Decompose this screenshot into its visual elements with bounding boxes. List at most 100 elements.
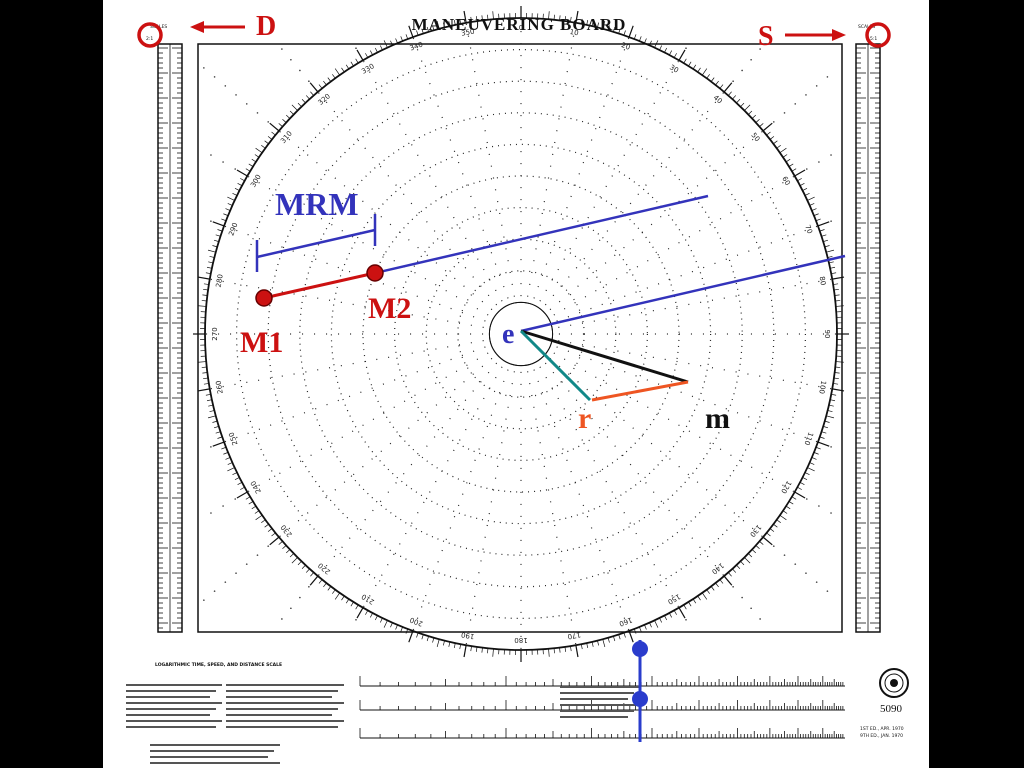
degree-tick (323, 80, 327, 86)
degree-tick (408, 25, 414, 38)
grid-dot (299, 69, 301, 72)
degree-tick (365, 53, 369, 58)
degree-tick (400, 36, 403, 42)
bearing-radial (544, 362, 725, 577)
r-label: r (578, 402, 591, 435)
bearing-label-160: 160 (618, 615, 633, 627)
degree-tick (282, 545, 287, 550)
grid-dot (210, 512, 212, 514)
degree-tick (291, 104, 298, 111)
degree-tick (197, 276, 210, 280)
fine-print-line (226, 726, 338, 728)
degree-tick (269, 122, 280, 132)
degree-tick (251, 158, 257, 163)
fine-print-line (226, 720, 344, 722)
degree-tick (345, 598, 350, 604)
fine-print-line (126, 714, 210, 716)
degree-tick (255, 147, 263, 154)
range-ring (425, 238, 617, 430)
degree-tick (811, 208, 817, 211)
bearing-label-340: 340 (409, 40, 424, 52)
degree-tick (819, 229, 825, 232)
bearing-label-90: 90 (823, 330, 831, 339)
grid-dot (290, 607, 292, 610)
bearing-radial (553, 175, 795, 316)
degree-tick (212, 441, 225, 447)
bearing-label-40: 40 (712, 94, 724, 106)
degree-tick (285, 549, 291, 554)
m1-label: M1 (240, 326, 283, 359)
bearing-radial (465, 371, 516, 646)
bearing-label-270: 270 (211, 327, 219, 340)
degree-tick (212, 245, 218, 248)
degree-tick (785, 505, 791, 510)
fine-print-line (226, 702, 344, 704)
fine-print-line (560, 686, 640, 688)
degree-tick (748, 110, 753, 115)
distance-arrow-label: D (256, 11, 276, 42)
degree-tick (553, 648, 555, 654)
degree-tick (309, 82, 319, 93)
grid-dot (794, 563, 797, 565)
m-label: m (705, 402, 730, 435)
range-ring (267, 80, 775, 588)
degree-tick (341, 595, 345, 601)
degree-tick (823, 239, 829, 242)
degree-tick (237, 182, 243, 186)
degree-tick (448, 21, 451, 27)
degree-tick (762, 536, 773, 546)
degree-tick (327, 77, 332, 82)
degree-tick (234, 187, 240, 191)
degree-tick (463, 645, 467, 658)
grid-dot (741, 69, 743, 72)
e-label: e (502, 319, 514, 350)
degree-tick (597, 22, 599, 28)
degree-tick (548, 11, 550, 20)
fine-print-line (226, 696, 332, 698)
degree-tick (834, 294, 840, 296)
degree-tick (208, 404, 214, 407)
degree-tick (448, 641, 451, 647)
degree-tick (271, 131, 276, 136)
grid-dot (685, 47, 687, 50)
degree-tick (833, 288, 839, 291)
degree-tick (379, 617, 383, 623)
degree-tick (271, 532, 276, 537)
bearing-radial (317, 362, 498, 577)
degree-tick (710, 77, 715, 82)
degree-tick (374, 47, 378, 53)
degree-tick (564, 646, 567, 652)
degree-tick (736, 98, 741, 104)
degree-tick (232, 192, 238, 196)
right-scale-label: SCALES (858, 24, 875, 30)
degree-tick (817, 221, 830, 227)
center-ring (488, 301, 554, 367)
bearing-label-130: 130 (748, 523, 763, 538)
degree-tick (762, 122, 773, 132)
degree-tick (791, 168, 797, 172)
grid-dot (222, 161, 224, 163)
degree-tick (245, 496, 251, 500)
degree-tick (212, 221, 225, 227)
distance-arrow-head (190, 21, 204, 33)
bearing-radial (526, 22, 577, 297)
degree-tick (221, 446, 227, 450)
degree-tick (824, 245, 830, 248)
degree-tick (278, 123, 283, 127)
grid-dot (759, 48, 761, 50)
fine-print-line (226, 714, 332, 716)
degree-tick (623, 632, 626, 638)
degree-tick (323, 582, 327, 588)
degree-tick (212, 420, 218, 423)
bearing-radial (556, 346, 819, 443)
grid-dot (805, 168, 808, 170)
degree-tick (301, 564, 306, 570)
degree-tick (369, 50, 373, 56)
degree-tick (649, 40, 652, 46)
degree-tick (223, 213, 229, 216)
fine-print-line (126, 708, 216, 710)
degree-tick (202, 294, 208, 296)
bearing-radial (223, 225, 486, 322)
bearing-label-220: 220 (317, 561, 332, 576)
